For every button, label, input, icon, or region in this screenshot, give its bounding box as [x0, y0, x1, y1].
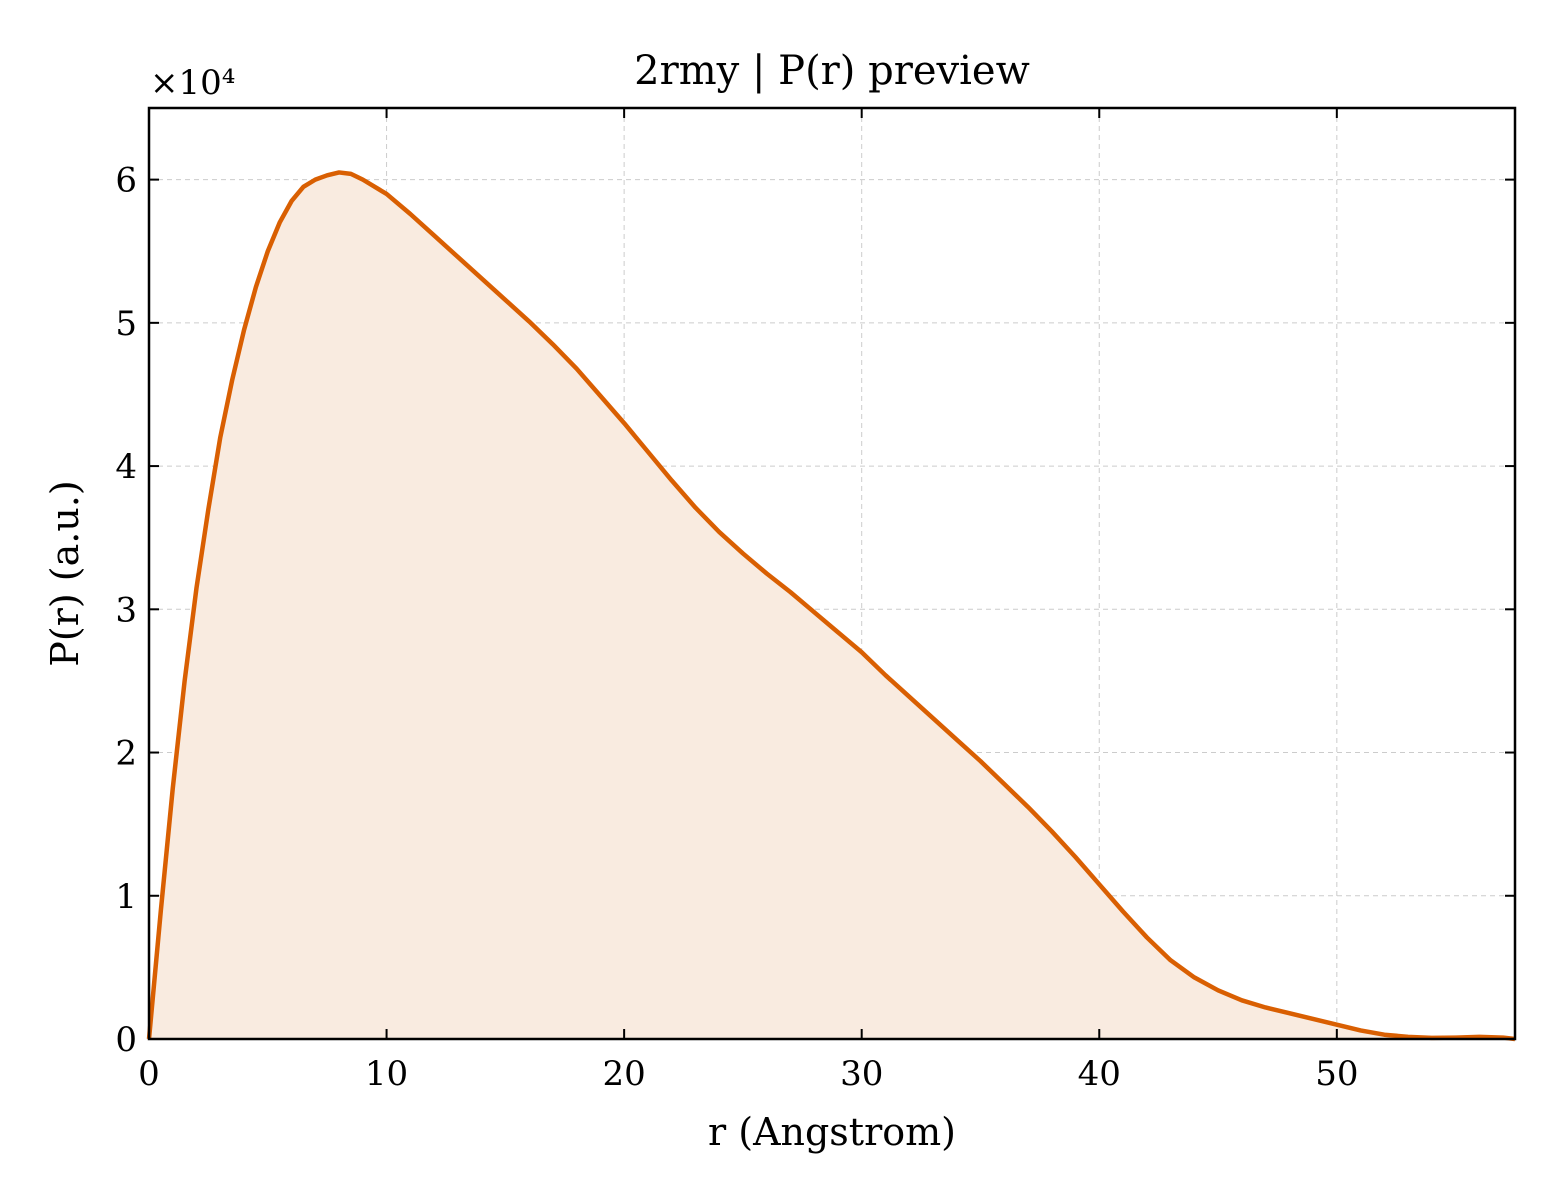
area-fill — [149, 172, 1515, 1039]
y-tick-label: 5 — [115, 304, 137, 344]
y-axis-multiplier: ×10⁴ — [150, 63, 235, 103]
chart-title: 2rmy | P(r) preview — [634, 48, 1030, 94]
plot-frame — [147, 106, 1517, 1041]
y-tick-label: 3 — [115, 590, 137, 630]
x-tick-label: 20 — [602, 1054, 645, 1094]
x-axis-label: r (Angstrom) — [708, 1110, 956, 1154]
y-tick-label: 6 — [115, 161, 137, 201]
series-line — [146, 170, 1516, 1042]
y-tick-label: 0 — [115, 1020, 137, 1060]
y-axis-label: P(r) (a.u.) — [43, 480, 87, 666]
x-tick-label: 50 — [1315, 1054, 1358, 1094]
y-tick-label: 1 — [115, 877, 137, 917]
x-tick-label: 30 — [840, 1054, 883, 1094]
x-tick-label: 10 — [365, 1054, 408, 1094]
y-tick-label: 4 — [115, 447, 137, 487]
x-tick-label: 40 — [1078, 1054, 1121, 1094]
y-tick-label: 2 — [115, 734, 137, 774]
x-tick-label: 0 — [138, 1054, 160, 1094]
ticks: 0 10 20 30 40 50 0 1 2 3 4 5 6 — [115, 108, 1515, 1094]
